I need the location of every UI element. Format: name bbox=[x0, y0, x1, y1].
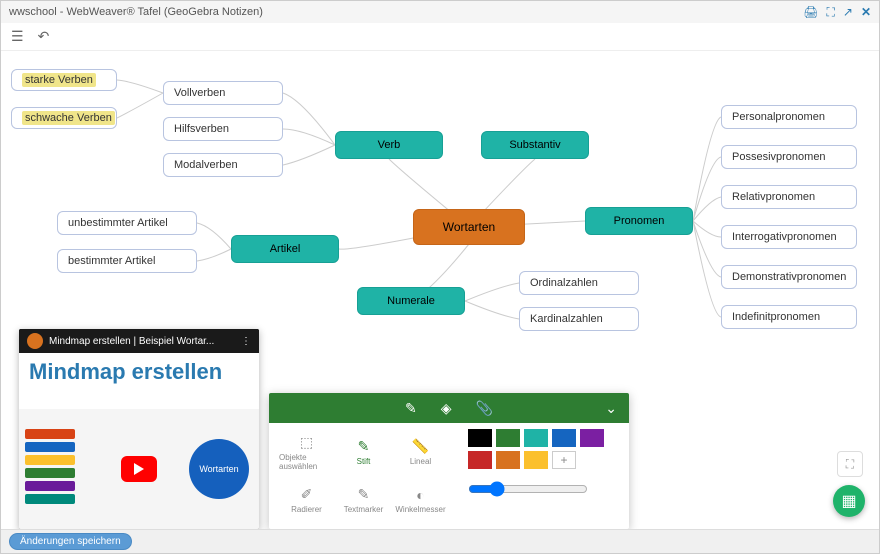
grid-fab[interactable]: ▦ bbox=[833, 485, 865, 517]
shape-tab-icon[interactable]: ◈ bbox=[441, 400, 452, 417]
mindmap-node[interactable]: Numerale bbox=[357, 287, 465, 315]
color-swatch[interactable] bbox=[524, 451, 548, 469]
video-body: Mindmap erstellen Wortarten bbox=[19, 353, 259, 529]
tool-winkelmesser[interactable]: ◐Winkelmesser bbox=[393, 477, 448, 523]
mindmap-node[interactable]: Modalverben bbox=[163, 153, 283, 177]
tool-radierer[interactable]: ✐Radierer bbox=[279, 477, 334, 523]
video-heading: Mindmap erstellen bbox=[19, 353, 259, 387]
mindmap-node[interactable]: bestimmter Artikel bbox=[57, 249, 197, 273]
video-title: Mindmap erstellen | Beispiel Wortar... bbox=[49, 336, 214, 347]
color-row-2: + bbox=[468, 451, 619, 469]
color-picker: + bbox=[468, 429, 619, 523]
add-color-button[interactable]: + bbox=[552, 451, 576, 469]
mindmap-node[interactable]: Wortarten bbox=[413, 209, 525, 245]
title-bar: wwschool - WebWeaver® Tafel (GeoGebra No… bbox=[1, 1, 879, 23]
mindmap-node[interactable]: Indefinitpronomen bbox=[721, 305, 857, 329]
fullscreen-icon[interactable]: ⛶ bbox=[826, 5, 834, 20]
mindmap-node[interactable]: Interrogativpronomen bbox=[721, 225, 857, 249]
video-header: Mindmap erstellen | Beispiel Wortar... ⋮ bbox=[19, 329, 259, 353]
color-swatch[interactable] bbox=[496, 451, 520, 469]
fullscreen-button[interactable]: ⛶ bbox=[837, 451, 863, 477]
mindmap-node[interactable]: Personalpronomen bbox=[721, 105, 857, 129]
mindmap-node[interactable]: Hilfsverben bbox=[163, 117, 283, 141]
mindmap-node[interactable]: Artikel bbox=[231, 235, 339, 263]
mindmap-node[interactable]: Pronomen bbox=[585, 207, 693, 235]
tool-textmarker[interactable]: ✎Textmarker bbox=[336, 477, 391, 523]
tool-lineal[interactable]: 📏Lineal bbox=[393, 429, 448, 475]
mindmap-node[interactable]: starke Verben bbox=[11, 69, 117, 91]
undo-icon[interactable]: ↶ bbox=[38, 28, 50, 45]
channel-avatar bbox=[27, 333, 43, 349]
app-toolbar: ☰ ↶ bbox=[1, 23, 879, 51]
mindmap-node[interactable]: Kardinalzahlen bbox=[519, 307, 639, 331]
video-thumbnail[interactable]: Wortarten bbox=[19, 409, 259, 529]
open-icon[interactable]: ↗ bbox=[843, 5, 853, 20]
size-slider[interactable] bbox=[468, 481, 588, 497]
tool-panel-body: ⬚Objekte auswählen✎Stift📏Lineal ✐Radierer… bbox=[269, 423, 629, 529]
color-swatch[interactable] bbox=[468, 451, 492, 469]
mindmap-node[interactable]: Substantiv bbox=[481, 131, 589, 159]
close-icon[interactable]: ✕ bbox=[861, 5, 871, 20]
mindmap-node[interactable]: unbestimmter Artikel bbox=[57, 211, 197, 235]
print-icon[interactable]: 🖨 bbox=[803, 5, 818, 20]
mindmap-node[interactable]: Ordinalzahlen bbox=[519, 271, 639, 295]
play-button[interactable] bbox=[121, 456, 157, 482]
window-title: wwschool - WebWeaver® Tafel (GeoGebra No… bbox=[9, 6, 263, 18]
mindmap-node[interactable]: Vollverben bbox=[163, 81, 283, 105]
tool-stift[interactable]: ✎Stift bbox=[336, 429, 391, 475]
tool-panel: ✎ ◈ 📎 ⌄ ⬚Objekte auswählen✎Stift📏Lineal ✐… bbox=[269, 393, 629, 529]
color-swatch[interactable] bbox=[552, 429, 576, 447]
mini-preview-boxes bbox=[25, 429, 75, 504]
color-row-1 bbox=[468, 429, 619, 447]
video-overlay[interactable]: Mindmap erstellen | Beispiel Wortar... ⋮… bbox=[19, 329, 259, 529]
menu-icon[interactable]: ☰ bbox=[11, 28, 24, 45]
video-menu-icon[interactable]: ⋮ bbox=[241, 336, 251, 347]
mindmap-node[interactable]: Relativpronomen bbox=[721, 185, 857, 209]
color-swatch[interactable] bbox=[496, 429, 520, 447]
color-swatch[interactable] bbox=[524, 429, 548, 447]
attach-tab-icon[interactable]: 📎 bbox=[476, 400, 493, 417]
tool-panel-header: ✎ ◈ 📎 ⌄ bbox=[269, 393, 629, 423]
mindmap-node[interactable]: Verb bbox=[335, 131, 443, 159]
tool-grid: ⬚Objekte auswählen✎Stift📏Lineal ✐Radierer… bbox=[279, 429, 448, 523]
mindmap-node[interactable]: Demonstrativpronomen bbox=[721, 265, 857, 289]
video-center-node: Wortarten bbox=[189, 439, 249, 499]
pen-tab-icon[interactable]: ✎ bbox=[405, 400, 417, 417]
chevron-down-icon[interactable]: ⌄ bbox=[605, 400, 617, 417]
status-bar: Änderungen speichern bbox=[1, 529, 879, 553]
color-swatch[interactable] bbox=[468, 429, 492, 447]
mindmap-node[interactable]: schwache Verben bbox=[11, 107, 117, 129]
save-button[interactable]: Änderungen speichern bbox=[9, 533, 132, 550]
window-controls: 🖨 ⛶ ↗ ✕ bbox=[803, 5, 871, 20]
mindmap-node[interactable]: Possesivpronomen bbox=[721, 145, 857, 169]
tool-objekte-auswählen[interactable]: ⬚Objekte auswählen bbox=[279, 429, 334, 475]
color-swatch[interactable] bbox=[580, 429, 604, 447]
